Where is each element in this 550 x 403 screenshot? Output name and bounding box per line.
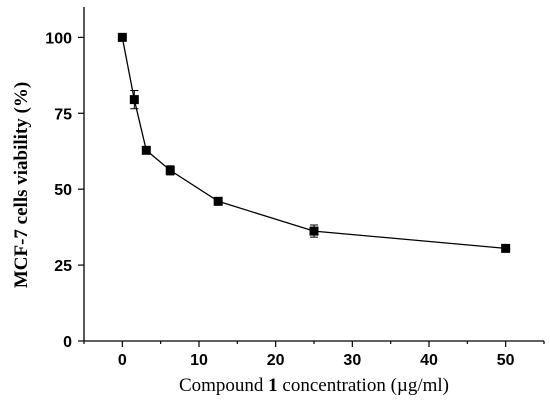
y-tick-label-100: 100 bbox=[45, 30, 72, 47]
data-point-0 bbox=[117, 32, 127, 42]
data-point-1.5625 bbox=[129, 95, 139, 105]
x-tick-label-10: 10 bbox=[190, 352, 208, 369]
x-axis-label: Compound 1 concentration (µg/ml) bbox=[179, 375, 449, 396]
plot-frame bbox=[83, 7, 544, 342]
y-ticks: 0 25 50 75 100 bbox=[45, 30, 84, 351]
x-tick-label-30: 30 bbox=[343, 352, 361, 369]
x-tick-label-50: 50 bbox=[497, 352, 515, 369]
x-tick-label-0: 0 bbox=[118, 352, 127, 369]
x-axis-label-compound-number: 1 bbox=[268, 375, 278, 396]
y-tick-label-50: 50 bbox=[54, 182, 72, 199]
data-point-25 bbox=[309, 226, 319, 236]
x-axis-label-part-2: concentration (µg/ml) bbox=[278, 375, 449, 396]
x-tick-label-20: 20 bbox=[267, 352, 285, 369]
y-tick-label-75: 75 bbox=[54, 106, 72, 123]
x-tick-label-40: 40 bbox=[420, 352, 438, 369]
y-tick-label-0: 0 bbox=[63, 334, 72, 351]
x-ticks: 0 10 20 30 40 50 bbox=[83, 341, 545, 369]
series-line-0 bbox=[121, 37, 506, 250]
y-axis-label: MCF-7 cells viability (%) bbox=[11, 82, 32, 288]
y-tick-label-25: 25 bbox=[54, 258, 72, 275]
series-group bbox=[117, 32, 511, 253]
data-point-3.125 bbox=[141, 145, 151, 155]
data-point-50 bbox=[501, 243, 511, 253]
data-point-12.5 bbox=[213, 196, 223, 206]
data-point-6.25 bbox=[165, 165, 175, 175]
x-axis-label-part-1: Compound bbox=[179, 375, 268, 396]
